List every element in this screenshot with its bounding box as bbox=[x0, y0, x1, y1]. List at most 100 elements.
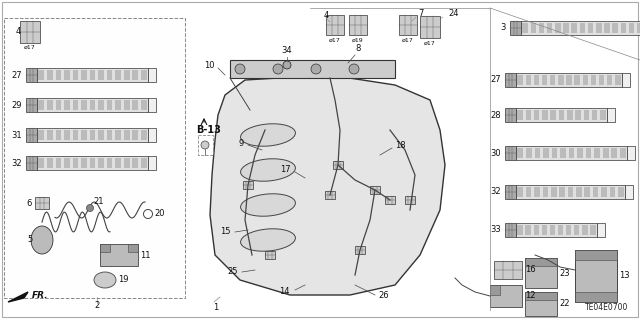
Text: 5: 5 bbox=[28, 235, 33, 244]
Text: 23: 23 bbox=[559, 269, 570, 278]
Bar bbox=[621, 23, 626, 33]
Bar bbox=[517, 75, 523, 85]
Bar bbox=[107, 158, 113, 168]
Bar bbox=[148, 156, 156, 170]
Bar bbox=[490, 285, 500, 295]
Text: ø19: ø19 bbox=[352, 38, 364, 42]
Bar bbox=[230, 60, 395, 78]
Bar bbox=[539, 23, 544, 33]
Bar bbox=[100, 244, 138, 266]
Bar bbox=[516, 73, 622, 87]
Bar bbox=[593, 187, 598, 197]
Bar bbox=[107, 100, 113, 110]
Text: 1: 1 bbox=[213, 303, 218, 313]
Circle shape bbox=[273, 64, 283, 74]
Bar bbox=[584, 110, 589, 120]
Bar bbox=[141, 130, 147, 140]
Bar bbox=[525, 75, 531, 85]
Bar bbox=[600, 110, 605, 120]
Bar bbox=[124, 130, 129, 140]
Bar bbox=[243, 181, 253, 189]
Bar bbox=[37, 156, 148, 170]
Bar bbox=[81, 70, 87, 80]
Text: 3: 3 bbox=[500, 24, 506, 33]
Bar bbox=[580, 23, 585, 33]
Bar bbox=[385, 196, 395, 204]
Bar bbox=[38, 130, 44, 140]
Ellipse shape bbox=[241, 229, 296, 251]
Text: 15: 15 bbox=[221, 227, 231, 236]
Bar bbox=[629, 23, 634, 33]
Bar bbox=[591, 75, 596, 85]
Text: FR.: FR. bbox=[32, 292, 49, 300]
Ellipse shape bbox=[241, 194, 296, 216]
Bar bbox=[56, 130, 61, 140]
Bar bbox=[569, 148, 574, 158]
Text: 29: 29 bbox=[12, 100, 22, 109]
Bar bbox=[37, 68, 148, 82]
Bar bbox=[505, 185, 516, 199]
Bar bbox=[603, 148, 609, 158]
Bar bbox=[596, 23, 602, 33]
Bar bbox=[64, 130, 70, 140]
Text: 12: 12 bbox=[525, 292, 536, 300]
Bar bbox=[81, 100, 87, 110]
Text: 31: 31 bbox=[12, 130, 22, 139]
Bar bbox=[98, 70, 104, 80]
Bar bbox=[98, 100, 104, 110]
Bar bbox=[115, 70, 121, 80]
Ellipse shape bbox=[94, 272, 116, 288]
Bar bbox=[541, 225, 547, 235]
Bar bbox=[611, 148, 617, 158]
Polygon shape bbox=[8, 292, 28, 302]
Bar bbox=[107, 70, 113, 80]
Circle shape bbox=[86, 204, 93, 211]
Bar bbox=[37, 98, 148, 112]
Bar bbox=[516, 108, 607, 122]
Bar bbox=[100, 244, 110, 252]
Bar bbox=[625, 185, 633, 199]
Bar bbox=[26, 128, 37, 142]
Text: 26: 26 bbox=[378, 292, 388, 300]
Text: 6: 6 bbox=[27, 198, 32, 207]
Bar bbox=[550, 110, 556, 120]
Ellipse shape bbox=[241, 159, 296, 181]
Bar bbox=[525, 258, 557, 288]
Bar bbox=[592, 110, 597, 120]
Bar bbox=[47, 130, 52, 140]
Bar bbox=[505, 108, 516, 122]
Text: 13: 13 bbox=[619, 271, 630, 280]
Bar bbox=[568, 187, 573, 197]
Bar bbox=[552, 148, 557, 158]
Bar bbox=[566, 75, 572, 85]
Bar bbox=[607, 108, 615, 122]
Bar bbox=[610, 187, 615, 197]
Text: ø17: ø17 bbox=[329, 38, 341, 42]
Bar bbox=[525, 225, 531, 235]
Bar bbox=[526, 187, 531, 197]
Bar bbox=[576, 187, 582, 197]
Bar bbox=[525, 292, 557, 316]
Text: TE04E0700: TE04E0700 bbox=[584, 303, 628, 313]
Text: 20: 20 bbox=[154, 210, 164, 219]
Bar bbox=[551, 187, 557, 197]
Bar bbox=[81, 158, 87, 168]
Bar bbox=[148, 98, 156, 112]
Bar bbox=[558, 75, 564, 85]
Bar bbox=[490, 285, 522, 307]
Text: 22: 22 bbox=[559, 300, 570, 308]
Bar bbox=[542, 110, 548, 120]
Bar bbox=[494, 261, 522, 279]
Text: ø17: ø17 bbox=[24, 44, 36, 49]
Bar bbox=[90, 70, 95, 80]
Bar bbox=[405, 196, 415, 204]
Bar bbox=[333, 161, 343, 169]
Bar bbox=[510, 21, 521, 35]
Bar bbox=[526, 148, 532, 158]
Ellipse shape bbox=[31, 226, 53, 254]
Bar bbox=[98, 130, 104, 140]
Bar bbox=[98, 158, 104, 168]
Bar bbox=[531, 23, 536, 33]
Bar bbox=[566, 225, 572, 235]
Bar bbox=[563, 23, 569, 33]
